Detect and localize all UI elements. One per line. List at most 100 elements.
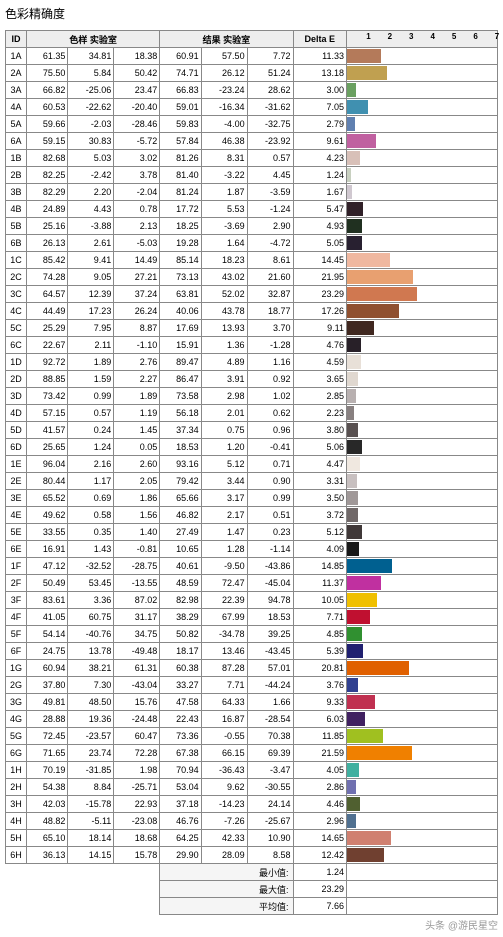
- delta-bar: [347, 185, 352, 199]
- table-row: 5B25.16-3.882.1318.25-3.692.904.93: [6, 218, 498, 235]
- table-row: 2B82.25-2.423.7881.40-3.224.451.24: [6, 167, 498, 184]
- color-table: ID 色样 实验室 结果 实验室 Delta E 1234567 1A61.35…: [5, 30, 498, 915]
- delta-bar: [347, 321, 374, 335]
- delta-bar: [347, 678, 358, 692]
- table-row: 4A60.53-22.62-20.4059.01-16.34-31.627.05: [6, 99, 498, 116]
- table-row: 3E65.520.691.8665.663.170.993.50: [6, 490, 498, 507]
- delta-bar: [347, 440, 362, 454]
- table-row: 1E96.042.162.6093.165.120.714.47: [6, 456, 498, 473]
- delta-bar: [347, 627, 362, 641]
- delta-bar: [347, 372, 358, 386]
- delta-bar: [347, 491, 358, 505]
- table-row: 1H70.19-31.851.9870.94-36.43-3.474.05: [6, 762, 498, 779]
- table-row: 6C22.672.11-1.1015.911.36-1.284.76: [6, 337, 498, 354]
- table-row: 4B24.894.430.7817.725.53-1.245.47: [6, 201, 498, 218]
- table-row: 2E80.441.172.0579.423.440.903.31: [6, 473, 498, 490]
- table-row: 6F24.7513.78-49.4818.1713.46-43.455.39: [6, 643, 498, 660]
- table-row: 2H54.388.84-25.7153.049.62-30.552.86: [6, 779, 498, 796]
- delta-bar: [347, 202, 363, 216]
- delta-bar: [347, 508, 358, 522]
- delta-bar: [347, 151, 360, 165]
- delta-bar: [347, 610, 370, 624]
- table-row: 6A59.1530.83-5.7257.8446.38-23.929.61: [6, 133, 498, 150]
- page-title: 色彩精确度: [5, 5, 498, 22]
- delta-bar: [347, 304, 399, 318]
- delta-bar: [347, 797, 360, 811]
- table-row: 4F41.0560.7531.1738.2967.9918.537.71: [6, 609, 498, 626]
- table-row: 1F47.12-32.52-28.7540.61-9.50-43.8614.85: [6, 558, 498, 575]
- delta-bar: [347, 814, 356, 828]
- table-row: 4C44.4917.2326.2440.0643.7818.7717.26: [6, 303, 498, 320]
- summary-row: 平均值:7.66: [6, 898, 498, 915]
- delta-bar: [347, 474, 357, 488]
- delta-bar: [347, 763, 359, 777]
- table-row: 2A75.505.8450.4274.7126.1251.2413.18: [6, 65, 498, 82]
- delta-bar: [347, 338, 361, 352]
- delta-bar: [347, 712, 365, 726]
- table-row: 4E49.620.581.5646.822.170.513.72: [6, 507, 498, 524]
- table-row: 1B82.685.033.0281.268.310.574.23: [6, 150, 498, 167]
- delta-bar: [347, 559, 392, 573]
- delta-bar: [347, 100, 368, 114]
- table-row: 5C25.297.958.8717.6913.933.709.11: [6, 320, 498, 337]
- delta-bar: [347, 168, 351, 182]
- summary-row: 最大值:23.29: [6, 881, 498, 898]
- delta-bar: [347, 542, 359, 556]
- delta-bar: [347, 695, 375, 709]
- table-row: 3F83.613.3687.0282.9822.3994.7810.05: [6, 592, 498, 609]
- table-row: 4G28.8819.36-24.4822.4316.87-28.546.03: [6, 711, 498, 728]
- delta-bar: [347, 848, 384, 862]
- th-delta: Delta E: [293, 31, 347, 48]
- delta-bar: [347, 576, 381, 590]
- table-row: 6D25.651.240.0518.531.20-0.415.06: [6, 439, 498, 456]
- delta-bar: [347, 661, 409, 675]
- table-row: 3A66.82-25.0623.4766.83-23.2428.623.00: [6, 82, 498, 99]
- table-row: 3D73.420.991.8973.582.981.022.85: [6, 388, 498, 405]
- table-row: 3C64.5712.3937.2463.8152.0232.8723.29: [6, 286, 498, 303]
- summary-row: 最小值:1.24: [6, 864, 498, 881]
- delta-bar: [347, 457, 360, 471]
- delta-bar: [347, 423, 358, 437]
- table-row: 5F54.14-40.7634.7550.82-34.7839.254.85: [6, 626, 498, 643]
- table-row: 6G71.6523.7472.2867.3866.1569.3921.59: [6, 745, 498, 762]
- delta-bar: [347, 270, 413, 284]
- delta-bar: [347, 253, 390, 267]
- table-row: 4H48.82-5.11-23.0846.76-7.26-25.672.96: [6, 813, 498, 830]
- th-id: ID: [6, 31, 27, 48]
- delta-bar: [347, 117, 355, 131]
- table-row: 2F50.4953.45-13.5548.5972.47-45.0411.37: [6, 575, 498, 592]
- delta-bar: [347, 831, 391, 845]
- table-row: 4D57.150.571.1956.182.010.622.23: [6, 405, 498, 422]
- delta-bar: [347, 219, 362, 233]
- table-row: 3G49.8148.5015.7647.5864.331.669.33: [6, 694, 498, 711]
- delta-bar: [347, 389, 356, 403]
- th-scale: 1234567: [347, 31, 498, 48]
- delta-bar: [347, 780, 356, 794]
- table-row: 1D92.721.892.7689.474.891.164.59: [6, 354, 498, 371]
- delta-bar: [347, 746, 412, 760]
- table-row: 1C85.429.4114.4985.1418.238.6114.45: [6, 252, 498, 269]
- table-row: 2C74.289.0527.2173.1343.0221.6021.95: [6, 269, 498, 286]
- table-row: 5D41.570.241.4537.340.750.963.80: [6, 422, 498, 439]
- delta-bar: [347, 287, 417, 301]
- delta-bar: [347, 406, 354, 420]
- table-row: 2D88.851.592.2786.473.910.923.65: [6, 371, 498, 388]
- delta-bar: [347, 644, 363, 658]
- delta-bar: [347, 729, 383, 743]
- table-row: 5E33.550.351.4027.491.470.235.12: [6, 524, 498, 541]
- delta-bar: [347, 593, 377, 607]
- table-row: 6B26.132.61-5.0319.281.64-4.725.05: [6, 235, 498, 252]
- delta-bar: [347, 49, 381, 63]
- delta-bar: [347, 66, 387, 80]
- delta-bar: [347, 355, 361, 369]
- table-row: 1G60.9438.2161.3160.3887.2857.0120.81: [6, 660, 498, 677]
- table-row: 6H36.1314.1515.7829.9028.098.5812.42: [6, 847, 498, 864]
- delta-bar: [347, 236, 362, 250]
- delta-bar: [347, 134, 376, 148]
- th-sample: 色样 实验室: [27, 31, 160, 48]
- delta-bar: [347, 83, 356, 97]
- table-row: 3B82.292.20-2.0481.241.87-3.591.67: [6, 184, 498, 201]
- table-row: 5H65.1018.1418.6864.2542.3310.9014.65: [6, 830, 498, 847]
- table-row: 5G72.45-23.5760.4773.36-0.5570.3811.85: [6, 728, 498, 745]
- table-row: 3H42.03-15.7822.9337.18-14.2324.144.46: [6, 796, 498, 813]
